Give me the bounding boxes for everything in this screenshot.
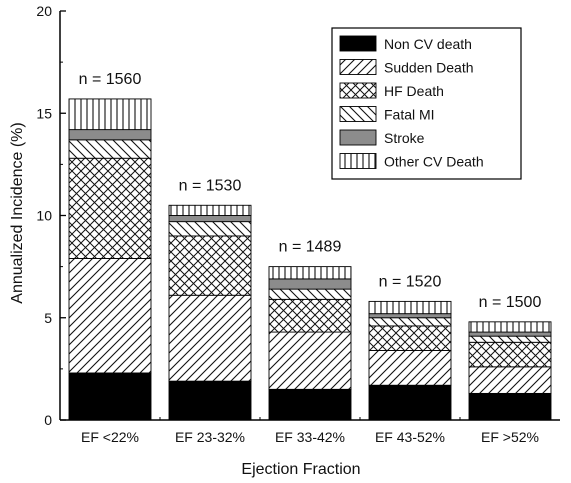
bar-segment (468, 321, 552, 333)
x-tick-label: EF >52% (481, 429, 539, 445)
bar-segment (268, 278, 352, 290)
bar-stack (268, 266, 352, 421)
bar-segment (368, 350, 452, 386)
bar-segment (168, 215, 252, 223)
plot-area: 0 5 10 15 20 n = 1560 EF <22% n = 1530 EF 23-32%… (36, 3, 560, 445)
bar-segment (468, 366, 552, 394)
bar-segment (468, 335, 552, 343)
bar-segment (68, 98, 152, 131)
bar-segment (68, 139, 152, 159)
bar-segment (168, 380, 252, 421)
bar-segment (168, 294, 252, 382)
bar-segment (168, 221, 252, 237)
legend-swatch (339, 59, 377, 75)
x-tick-label: EF 23-32% (175, 429, 245, 445)
bar-stack (68, 98, 152, 421)
legend-swatch (339, 129, 377, 146)
n-annotation: n = 1500 (479, 294, 542, 311)
bar-stack (168, 204, 252, 421)
bar-segment (368, 300, 452, 315)
bar-segment (268, 266, 352, 280)
legend-label: Non CV death (384, 36, 472, 52)
x-tick-label: EF 33-42% (275, 429, 345, 445)
bar-stack (468, 321, 552, 421)
y-tick-label: 15 (36, 105, 52, 121)
bar-segment (468, 341, 552, 368)
y-tick-label: 0 (44, 412, 52, 428)
bar-segment (68, 129, 152, 141)
y-axis-title: Annualized Incidence (%) (9, 122, 26, 303)
bar-segment (68, 257, 152, 374)
legend-label: Fatal MI (384, 107, 435, 123)
bar-segment (368, 325, 452, 351)
legend-label: Other CV Death (384, 154, 484, 170)
n-annotation: n = 1520 (379, 273, 442, 290)
legend-label: Sudden Death (384, 60, 474, 76)
legend-label: Stroke (384, 130, 425, 146)
x-tick-label: EF <22% (81, 429, 139, 445)
y-tick-label: 5 (44, 310, 52, 326)
bar-segment (468, 331, 552, 337)
bar-segment (168, 235, 252, 296)
y-tick-label: 10 (36, 208, 52, 224)
legend-swatch (339, 35, 377, 52)
bar-segment (268, 388, 352, 421)
bar-segment (68, 157, 152, 259)
legend: Non CV death Sudden Death HF Death Fatal MI… (331, 27, 522, 180)
bar-stack (368, 300, 452, 421)
bar-segment (268, 288, 352, 300)
bar-segment (68, 372, 152, 421)
n-annotation: n = 1489 (279, 239, 342, 256)
x-axis-label: Ejection Fraction (241, 461, 360, 478)
bar-segment (368, 384, 452, 421)
n-annotation: n = 1560 (79, 71, 142, 88)
bar-segment (268, 298, 352, 333)
x-tick-label: EF 43-52% (375, 429, 445, 445)
y-axis-label: Annualized Incidence (%) (9, 122, 26, 303)
bar-segment (368, 313, 452, 319)
legend-label: HF Death (384, 83, 444, 99)
bar-segment (368, 317, 452, 327)
legend-swatch (339, 153, 377, 169)
y-tick-label: 20 (36, 3, 52, 19)
legend-swatch (339, 106, 377, 122)
n-annotation: n = 1530 (179, 177, 242, 194)
legend-swatch (339, 82, 377, 99)
bar-segment (268, 331, 352, 390)
bar-segment (168, 204, 252, 216)
